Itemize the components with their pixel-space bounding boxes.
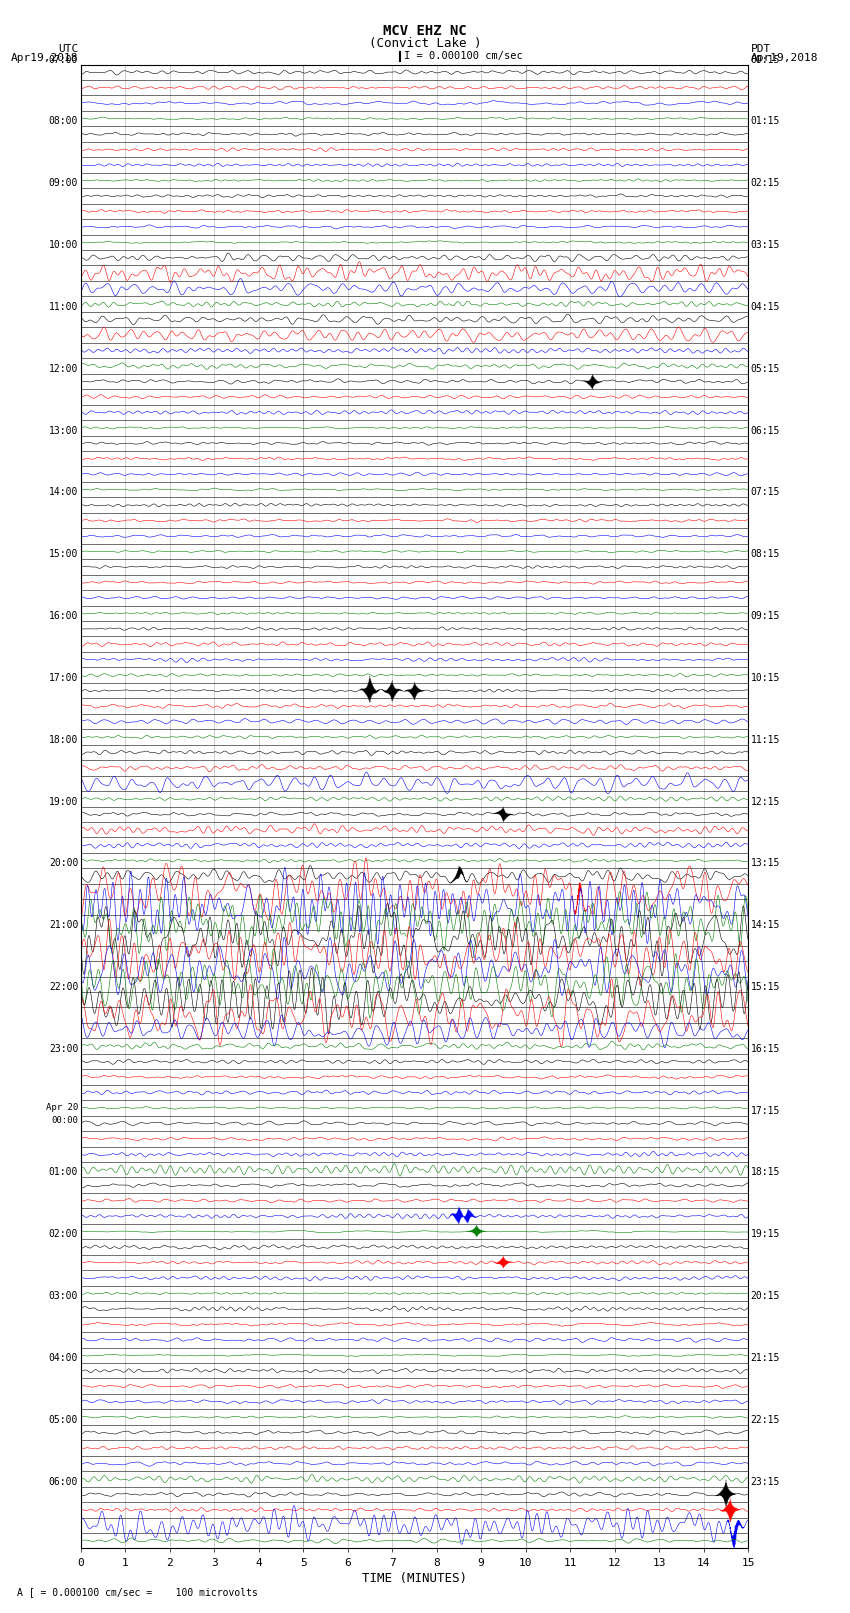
Text: 05:00: 05:00 <box>48 1415 78 1424</box>
Text: UTC: UTC <box>58 44 78 53</box>
Text: 13:00: 13:00 <box>48 426 78 436</box>
Text: 03:00: 03:00 <box>48 1290 78 1302</box>
Text: PDT: PDT <box>751 44 771 53</box>
Text: 00:00: 00:00 <box>51 1116 78 1126</box>
Text: 08:15: 08:15 <box>751 548 780 560</box>
Text: 15:00: 15:00 <box>48 548 78 560</box>
Text: 14:15: 14:15 <box>751 919 780 931</box>
Text: Apr 20: Apr 20 <box>46 1103 78 1113</box>
Text: 20:15: 20:15 <box>751 1290 780 1302</box>
Text: 06:15: 06:15 <box>751 426 780 436</box>
Text: 16:15: 16:15 <box>751 1044 780 1053</box>
Text: Apr19,2018: Apr19,2018 <box>11 53 78 63</box>
Text: 19:00: 19:00 <box>48 797 78 806</box>
Text: 09:15: 09:15 <box>751 611 780 621</box>
Text: 08:00: 08:00 <box>48 116 78 126</box>
Text: 07:00: 07:00 <box>48 55 78 65</box>
Text: 09:00: 09:00 <box>48 177 78 189</box>
Text: 03:15: 03:15 <box>751 240 780 250</box>
Text: 17:15: 17:15 <box>751 1105 780 1116</box>
Text: 13:15: 13:15 <box>751 858 780 868</box>
Text: 14:00: 14:00 <box>48 487 78 497</box>
Text: 04:15: 04:15 <box>751 302 780 311</box>
Text: 23:00: 23:00 <box>48 1044 78 1053</box>
Text: (Convict Lake ): (Convict Lake ) <box>369 37 481 50</box>
Text: 12:00: 12:00 <box>48 363 78 374</box>
Text: 23:15: 23:15 <box>751 1476 780 1487</box>
Text: 12:15: 12:15 <box>751 797 780 806</box>
Text: MCV EHZ NC: MCV EHZ NC <box>383 24 467 39</box>
Text: 18:00: 18:00 <box>48 734 78 745</box>
Text: 15:15: 15:15 <box>751 982 780 992</box>
Text: 17:00: 17:00 <box>48 673 78 682</box>
Text: 01:15: 01:15 <box>751 116 780 126</box>
Text: 11:15: 11:15 <box>751 734 780 745</box>
Text: 06:00: 06:00 <box>48 1476 78 1487</box>
Text: 07:15: 07:15 <box>751 487 780 497</box>
Text: 11:00: 11:00 <box>48 302 78 311</box>
Text: 19:15: 19:15 <box>751 1229 780 1239</box>
Text: A [ = 0.000100 cm/sec =    100 microvolts: A [ = 0.000100 cm/sec = 100 microvolts <box>17 1587 258 1597</box>
Text: 05:15: 05:15 <box>751 363 780 374</box>
Text: 01:00: 01:00 <box>48 1168 78 1177</box>
Text: 21:15: 21:15 <box>751 1353 780 1363</box>
Text: Apr19,2018: Apr19,2018 <box>751 53 818 63</box>
Text: 22:00: 22:00 <box>48 982 78 992</box>
Text: 04:00: 04:00 <box>48 1353 78 1363</box>
Text: 22:15: 22:15 <box>751 1415 780 1424</box>
Text: 10:15: 10:15 <box>751 673 780 682</box>
Text: 02:00: 02:00 <box>48 1229 78 1239</box>
Text: 10:00: 10:00 <box>48 240 78 250</box>
Text: 02:15: 02:15 <box>751 177 780 189</box>
X-axis label: TIME (MINUTES): TIME (MINUTES) <box>362 1571 467 1584</box>
Text: 21:00: 21:00 <box>48 919 78 931</box>
Text: I = 0.000100 cm/sec: I = 0.000100 cm/sec <box>404 52 523 61</box>
Text: 00:15: 00:15 <box>751 55 780 65</box>
Text: 18:15: 18:15 <box>751 1168 780 1177</box>
Text: 20:00: 20:00 <box>48 858 78 868</box>
Text: 16:00: 16:00 <box>48 611 78 621</box>
